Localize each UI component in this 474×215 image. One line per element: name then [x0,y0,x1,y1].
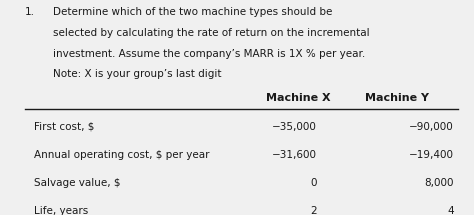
Text: 1.: 1. [25,7,35,17]
Text: 8,000: 8,000 [424,178,454,188]
Text: −90,000: −90,000 [409,122,454,132]
Text: −19,400: −19,400 [409,150,454,160]
Text: Determine which of the two machine types should be: Determine which of the two machine types… [53,7,333,17]
Text: −35,000: −35,000 [272,122,317,132]
Text: 2: 2 [310,206,317,215]
Text: investment. Assume the company’s MARR is 1X % per year.: investment. Assume the company’s MARR is… [53,49,365,59]
Text: 0: 0 [310,178,317,188]
Text: Note: X is your group’s last digit: Note: X is your group’s last digit [53,69,222,80]
Text: Salvage value, $: Salvage value, $ [35,178,121,188]
Text: Machine X: Machine X [266,93,330,103]
Text: −31,600: −31,600 [272,150,317,160]
Text: Annual operating cost, $ per year: Annual operating cost, $ per year [35,150,210,160]
Text: Machine Y: Machine Y [365,93,429,103]
Text: First cost, $: First cost, $ [35,122,95,132]
Text: selected by calculating the rate of return on the incremental: selected by calculating the rate of retu… [53,28,370,38]
Text: Life, years: Life, years [35,206,89,215]
Text: 4: 4 [447,206,454,215]
